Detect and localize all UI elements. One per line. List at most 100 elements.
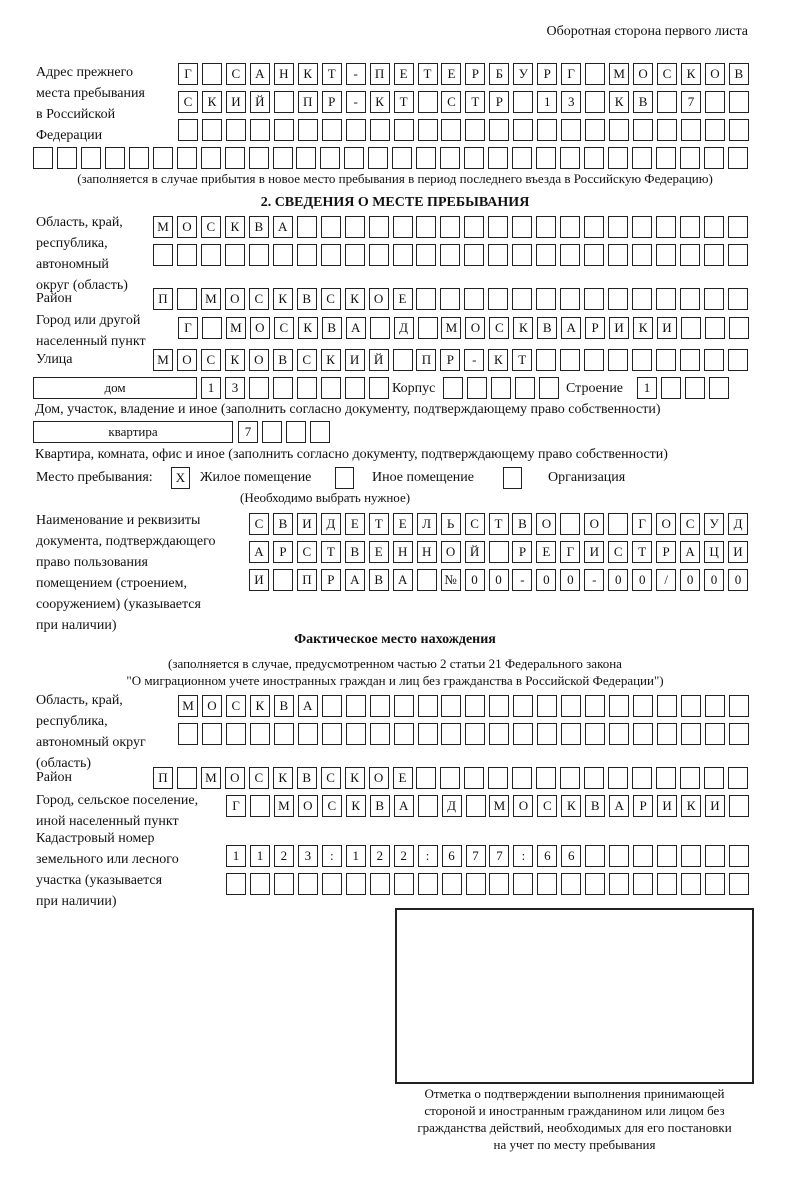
char-cell[interactable] bbox=[488, 147, 509, 169]
char-cell[interactable] bbox=[201, 317, 222, 339]
char-cell[interactable] bbox=[704, 119, 725, 141]
char-cell[interactable] bbox=[560, 216, 581, 238]
char-cell[interactable] bbox=[392, 349, 413, 371]
char-cell[interactable] bbox=[56, 147, 77, 169]
char-cell[interactable]: К bbox=[609, 91, 630, 113]
char-cell[interactable]: 3 bbox=[297, 845, 318, 867]
char-cell[interactable]: Р bbox=[537, 63, 558, 85]
char-cell[interactable]: 0 bbox=[680, 569, 701, 591]
char-cell[interactable] bbox=[655, 288, 676, 310]
char-cell[interactable] bbox=[249, 723, 270, 745]
char-cell[interactable] bbox=[201, 63, 222, 85]
char-cell[interactable] bbox=[680, 695, 701, 717]
char-cell[interactable] bbox=[296, 216, 317, 238]
char-cell[interactable]: И bbox=[705, 795, 725, 817]
char-cell[interactable]: № bbox=[440, 569, 461, 591]
char-cell[interactable] bbox=[417, 873, 438, 895]
char-cell[interactable]: В bbox=[272, 513, 293, 535]
char-cell[interactable] bbox=[369, 873, 390, 895]
char-cell[interactable] bbox=[272, 244, 293, 266]
char-cell[interactable] bbox=[512, 216, 533, 238]
char-cell[interactable] bbox=[633, 119, 654, 141]
char-cell[interactable] bbox=[657, 873, 678, 895]
char-cell[interactable]: Е bbox=[344, 513, 365, 535]
char-cell[interactable] bbox=[369, 119, 390, 141]
char-cell[interactable]: О bbox=[440, 541, 461, 563]
char-cell[interactable] bbox=[679, 767, 700, 789]
char-cell[interactable] bbox=[728, 873, 749, 895]
char-cell[interactable]: 0 bbox=[632, 569, 653, 591]
char-cell[interactable] bbox=[441, 695, 462, 717]
char-cell[interactable]: П bbox=[297, 91, 318, 113]
char-cell[interactable] bbox=[80, 147, 101, 169]
char-cell[interactable] bbox=[417, 795, 438, 817]
char-cell[interactable] bbox=[728, 723, 749, 745]
char-cell[interactable] bbox=[272, 569, 293, 591]
char-cell[interactable] bbox=[727, 244, 748, 266]
char-cell[interactable] bbox=[320, 244, 341, 266]
char-cell[interactable] bbox=[727, 288, 748, 310]
char-cell[interactable]: В bbox=[585, 795, 606, 817]
char-cell[interactable]: Д bbox=[320, 513, 341, 535]
char-cell[interactable] bbox=[512, 244, 533, 266]
char-cell[interactable] bbox=[393, 119, 414, 141]
char-cell[interactable] bbox=[464, 288, 485, 310]
char-cell[interactable]: - bbox=[512, 569, 533, 591]
char-cell[interactable]: 1 bbox=[226, 845, 246, 867]
char-cell[interactable] bbox=[321, 723, 342, 745]
char-cell[interactable] bbox=[537, 723, 558, 745]
char-cell[interactable]: - bbox=[464, 349, 485, 371]
char-cell[interactable]: 1 bbox=[537, 91, 558, 113]
char-cell[interactable]: Г bbox=[226, 795, 246, 817]
char-cell[interactable] bbox=[393, 695, 414, 717]
char-cell[interactable] bbox=[440, 767, 461, 789]
char-cell[interactable]: А bbox=[680, 541, 701, 563]
char-cell[interactable] bbox=[655, 244, 676, 266]
char-cell[interactable] bbox=[608, 216, 629, 238]
char-cell[interactable]: А bbox=[393, 795, 414, 817]
char-cell[interactable]: О bbox=[249, 317, 270, 339]
char-cell[interactable]: Н bbox=[392, 541, 413, 563]
char-cell[interactable] bbox=[465, 873, 486, 895]
char-cell[interactable]: / bbox=[656, 569, 677, 591]
char-cell[interactable] bbox=[561, 873, 582, 895]
char-cell[interactable]: О bbox=[176, 349, 197, 371]
char-cell[interactable] bbox=[679, 147, 700, 169]
char-cell[interactable]: 3 bbox=[561, 91, 582, 113]
char-cell[interactable] bbox=[345, 723, 366, 745]
char-cell[interactable] bbox=[631, 147, 652, 169]
char-cell[interactable]: М bbox=[153, 349, 173, 371]
char-cell[interactable]: М bbox=[489, 795, 510, 817]
char-cell[interactable] bbox=[392, 244, 413, 266]
char-cell[interactable]: Г bbox=[561, 63, 582, 85]
char-cell[interactable]: П bbox=[416, 349, 437, 371]
char-cell[interactable]: С bbox=[296, 541, 317, 563]
char-cell[interactable] bbox=[560, 244, 581, 266]
char-cell[interactable]: 1 bbox=[249, 845, 270, 867]
char-cell[interactable] bbox=[679, 216, 700, 238]
char-cell[interactable]: О bbox=[368, 767, 389, 789]
char-cell[interactable] bbox=[679, 244, 700, 266]
char-cell[interactable]: А bbox=[249, 63, 270, 85]
char-cell[interactable]: Т bbox=[488, 513, 509, 535]
char-cell[interactable] bbox=[704, 317, 725, 339]
char-cell[interactable]: И bbox=[296, 513, 317, 535]
char-cell[interactable] bbox=[392, 147, 413, 169]
char-cell[interactable]: С bbox=[200, 216, 221, 238]
char-cell[interactable] bbox=[727, 216, 748, 238]
char-cell[interactable] bbox=[585, 695, 606, 717]
char-cell[interactable]: Й bbox=[249, 91, 270, 113]
char-cell[interactable]: К bbox=[224, 216, 245, 238]
char-cell[interactable]: С bbox=[489, 317, 510, 339]
char-cell[interactable] bbox=[201, 723, 222, 745]
char-cell[interactable] bbox=[309, 421, 330, 443]
char-cell[interactable] bbox=[369, 317, 390, 339]
char-cell[interactable]: В bbox=[537, 317, 558, 339]
char-cell[interactable] bbox=[320, 377, 341, 399]
char-cell[interactable] bbox=[514, 377, 535, 399]
char-cell[interactable]: В bbox=[248, 216, 269, 238]
house-type-field[interactable]: дом bbox=[33, 377, 197, 399]
char-cell[interactable] bbox=[416, 288, 437, 310]
char-cell[interactable] bbox=[537, 119, 558, 141]
char-cell[interactable] bbox=[728, 695, 749, 717]
